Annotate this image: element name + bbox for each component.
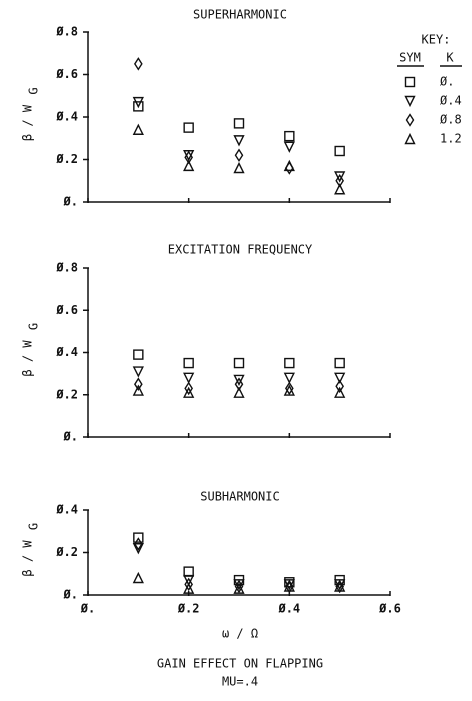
marker-triangle-down [334, 171, 346, 183]
y-tick-label: Ø.2 [55, 387, 78, 401]
legend-header: SYM [399, 51, 421, 65]
marker-diamond [234, 579, 244, 594]
x-tick-label: Ø.2 [177, 602, 200, 616]
y-label-sub: G [27, 523, 41, 530]
y-label-main: β / W [21, 104, 35, 141]
marker-triangle-up [283, 384, 295, 396]
marker-triangle-down [404, 95, 416, 108]
marker-square [133, 349, 144, 360]
marker-triangle-down [183, 574, 195, 587]
marker-square [284, 130, 295, 142]
marker-triangle-up [404, 132, 416, 145]
marker-square [133, 101, 144, 112]
marker-triangle-up [283, 580, 295, 592]
marker-triangle-down [132, 543, 144, 555]
marker-diamond [405, 113, 415, 127]
marker-square [334, 145, 345, 157]
marker-square [133, 532, 144, 543]
x-tick-label: Ø. [80, 602, 95, 616]
marker-triangle-down [132, 96, 144, 109]
marker-triangle-down [233, 135, 245, 147]
marker-diamond [285, 579, 294, 594]
legend-label: Ø. [440, 75, 454, 89]
y-tick-label: Ø.8 [55, 261, 78, 275]
legend-header: K [446, 51, 454, 65]
y-tick-label: Ø.4 [55, 345, 78, 359]
marker-diamond [234, 148, 244, 163]
caption: MU=.4 [222, 675, 258, 689]
y-tick-label: Ø.6 [55, 67, 78, 81]
y-tick-label: Ø. [63, 588, 78, 602]
marker-triangle-up [183, 582, 195, 594]
marker-diamond [285, 381, 294, 396]
y-label-main: β / W [21, 340, 35, 377]
marker-triangle-up [132, 571, 144, 584]
marker-square [233, 118, 245, 129]
y-tick-label: Ø.8 [55, 25, 78, 39]
x-tick-label: Ø.6 [378, 602, 401, 616]
y-tick-label: Ø.2 [55, 545, 78, 559]
marker-triangle-up [132, 384, 144, 396]
legend-title: KEY: [422, 33, 451, 47]
marker-square [183, 566, 194, 577]
marker-square [233, 357, 245, 369]
marker-diamond [134, 57, 143, 71]
marker-square [183, 357, 194, 369]
marker-square [284, 357, 295, 369]
y-axis-label: β / W G [21, 87, 41, 141]
panel-title: EXCITATION FREQUENCY [168, 243, 313, 257]
y-tick-label: Ø. [63, 430, 78, 444]
marker-triangle-up [334, 580, 346, 592]
y-tick-label: Ø.6 [55, 303, 78, 317]
marker-triangle-up [183, 159, 195, 172]
caption: GAIN EFFECT ON FLAPPING [157, 657, 323, 671]
marker-diamond [134, 537, 143, 551]
marker-triangle-up [233, 161, 245, 174]
legend-label: Ø.8 [440, 113, 462, 127]
marker-diamond [184, 577, 193, 592]
marker-diamond [134, 377, 143, 391]
y-label-sub: G [27, 323, 41, 330]
marker-diamond [285, 161, 294, 175]
marker-triangle-up [283, 159, 295, 172]
marker-square [284, 577, 295, 588]
marker-triangle-up [132, 123, 144, 135]
marker-square [404, 76, 416, 88]
x-tick-label: Ø.4 [277, 602, 300, 616]
y-axis-label: β / W G [21, 323, 41, 377]
y-axis-label: β / W G [21, 523, 41, 577]
marker-triangle-down [283, 372, 295, 384]
marker-square [183, 122, 194, 133]
marker-triangle-up [233, 386, 245, 398]
y-tick-label: Ø.4 [55, 110, 78, 124]
marker-triangle-up [334, 386, 346, 398]
marker-diamond [335, 579, 344, 594]
panel-title: SUBHARMONIC [200, 490, 279, 504]
marker-triangle-down [132, 366, 144, 378]
marker-square [334, 357, 345, 369]
x-axis-label: ω / Ω [222, 627, 258, 641]
y-label-sub: G [27, 87, 41, 94]
marker-diamond [335, 379, 344, 394]
legend-label: Ø.4 [440, 94, 462, 108]
panel-title: SUPERHARMONIC [193, 8, 287, 22]
marker-triangle-up [233, 582, 245, 594]
y-label-main: β / W [21, 540, 35, 577]
legend-label: 1.2 [440, 132, 462, 146]
marker-triangle-down [283, 141, 295, 153]
y-tick-label: Ø.4 [55, 503, 78, 517]
marker-triangle-down [334, 372, 346, 384]
y-tick-label: Ø. [63, 195, 78, 209]
marker-triangle-up [183, 386, 195, 398]
marker-triangle-up [334, 183, 346, 195]
marker-triangle-down [233, 374, 245, 387]
marker-triangle-down [183, 372, 195, 384]
marker-diamond [184, 381, 193, 396]
y-tick-label: Ø.2 [55, 152, 78, 166]
